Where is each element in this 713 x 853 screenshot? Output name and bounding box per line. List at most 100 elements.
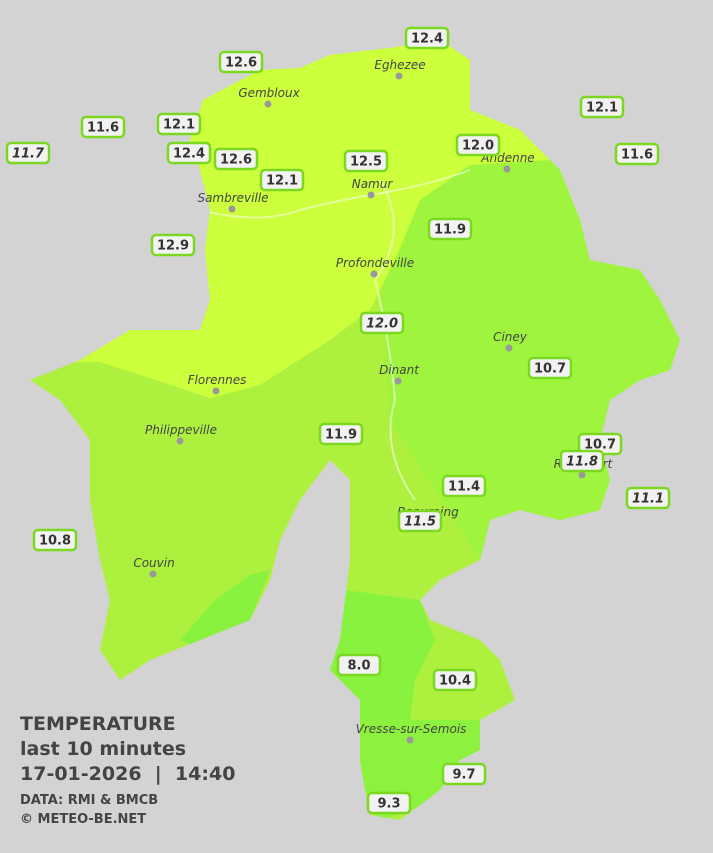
station-box xyxy=(5,141,51,165)
station-box xyxy=(359,311,405,335)
station: 11.9 xyxy=(318,422,364,446)
station: 12.6 xyxy=(213,147,259,171)
station-box xyxy=(432,668,478,692)
station-box xyxy=(397,509,443,533)
station: 12.1 xyxy=(259,168,305,192)
legend-credit: © METEO-BE.NET xyxy=(20,812,146,827)
city-dot xyxy=(505,344,513,352)
city-label: Profondeville xyxy=(336,256,414,270)
station-box xyxy=(427,217,473,241)
station-value: 12.1 xyxy=(266,174,298,189)
city-dot xyxy=(367,191,375,199)
station: 11.4 xyxy=(441,474,487,498)
station: 8.0 xyxy=(336,653,382,677)
station-box xyxy=(336,653,382,677)
station-value: 12.4 xyxy=(173,147,205,162)
city-label: Sambreville xyxy=(197,191,268,205)
station-value: 12.4 xyxy=(411,32,443,47)
city-label: Philippeville xyxy=(145,423,217,437)
station-value: 11.6 xyxy=(621,148,653,163)
station-box xyxy=(625,486,671,510)
station-value: 10.7 xyxy=(584,438,616,453)
city-label: Dinant xyxy=(379,363,420,377)
station-value: 11.5 xyxy=(404,515,436,530)
station-box xyxy=(343,149,389,173)
station-value: 11.9 xyxy=(434,223,466,238)
city-label: Ciney xyxy=(493,330,528,344)
city-dot xyxy=(228,205,236,213)
station-value: 12.1 xyxy=(163,118,195,133)
station: 10.7 xyxy=(527,356,573,380)
station-value: 8.0 xyxy=(347,659,370,674)
station-box xyxy=(259,168,305,192)
station: 9.7 xyxy=(441,762,487,786)
station-value: 10.4 xyxy=(439,674,471,689)
station-box xyxy=(32,528,78,552)
station-box xyxy=(80,115,126,139)
station-box xyxy=(218,50,264,74)
station: 12.9 xyxy=(150,233,196,257)
city-dot xyxy=(394,377,402,385)
station-box xyxy=(404,26,450,50)
city-dot xyxy=(503,165,511,173)
station-value: 9.7 xyxy=(452,768,475,783)
city-label: Gembloux xyxy=(238,86,300,100)
city-dot xyxy=(149,570,157,578)
station-value: 12.5 xyxy=(350,155,382,170)
legend-title: TEMPERATURE xyxy=(20,713,176,735)
station-box xyxy=(318,422,364,446)
station: 11.6 xyxy=(614,142,660,166)
station: 12.0 xyxy=(455,133,501,157)
station-box xyxy=(156,112,202,136)
station-value: 11.9 xyxy=(325,428,357,443)
station: 11.8 xyxy=(559,449,605,473)
legend-timestamp: 17-01-2026 | 14:40 xyxy=(20,763,235,785)
city-dot xyxy=(406,736,414,744)
station-value: 12.0 xyxy=(462,139,494,154)
station-box xyxy=(559,449,605,473)
station-box xyxy=(441,762,487,786)
station-value: 11.6 xyxy=(87,121,119,136)
station: 11.9 xyxy=(427,217,473,241)
station: 12.4 xyxy=(166,141,212,165)
station-value: 12.0 xyxy=(366,317,398,332)
station-box xyxy=(213,147,259,171)
city-dot xyxy=(395,72,403,80)
station: 11.5 xyxy=(397,509,443,533)
station-value: 12.6 xyxy=(225,56,257,71)
station-box xyxy=(150,233,196,257)
legend-source: DATA: RMI & BMCB xyxy=(20,793,158,808)
station-box xyxy=(614,142,660,166)
city-label: Eghezee xyxy=(374,58,425,72)
city-label: Vresse-sur-Semois xyxy=(356,722,467,736)
station-box xyxy=(366,791,412,815)
station: 11.6 xyxy=(80,115,126,139)
station-value: 9.3 xyxy=(377,797,400,812)
station: 11.1 xyxy=(625,486,671,510)
city-label: Florennes xyxy=(188,373,247,387)
station-box xyxy=(166,141,212,165)
city-label: Couvin xyxy=(133,556,174,570)
station-value: 12.9 xyxy=(157,239,189,254)
station: 12.1 xyxy=(579,95,625,119)
station-value: 11.4 xyxy=(448,480,480,495)
station: 12.1 xyxy=(156,112,202,136)
station-value: 12.1 xyxy=(586,101,618,116)
station-value: 11.7 xyxy=(12,147,45,162)
station: 12.4 xyxy=(404,26,450,50)
city-dot xyxy=(212,387,220,395)
city-dot xyxy=(578,471,586,479)
city-dot xyxy=(176,437,184,445)
station-box xyxy=(527,356,573,380)
station: 12.5 xyxy=(343,149,389,173)
station: 10.8 xyxy=(32,528,78,552)
station: 10.4 xyxy=(432,668,478,692)
station-value: 11.1 xyxy=(632,492,664,507)
station-value: 12.6 xyxy=(220,153,252,168)
city-dot xyxy=(264,100,272,108)
station: 12.0 xyxy=(359,311,405,335)
station-box xyxy=(441,474,487,498)
station-value: 10.8 xyxy=(39,534,71,549)
station-value: 10.7 xyxy=(534,362,566,377)
